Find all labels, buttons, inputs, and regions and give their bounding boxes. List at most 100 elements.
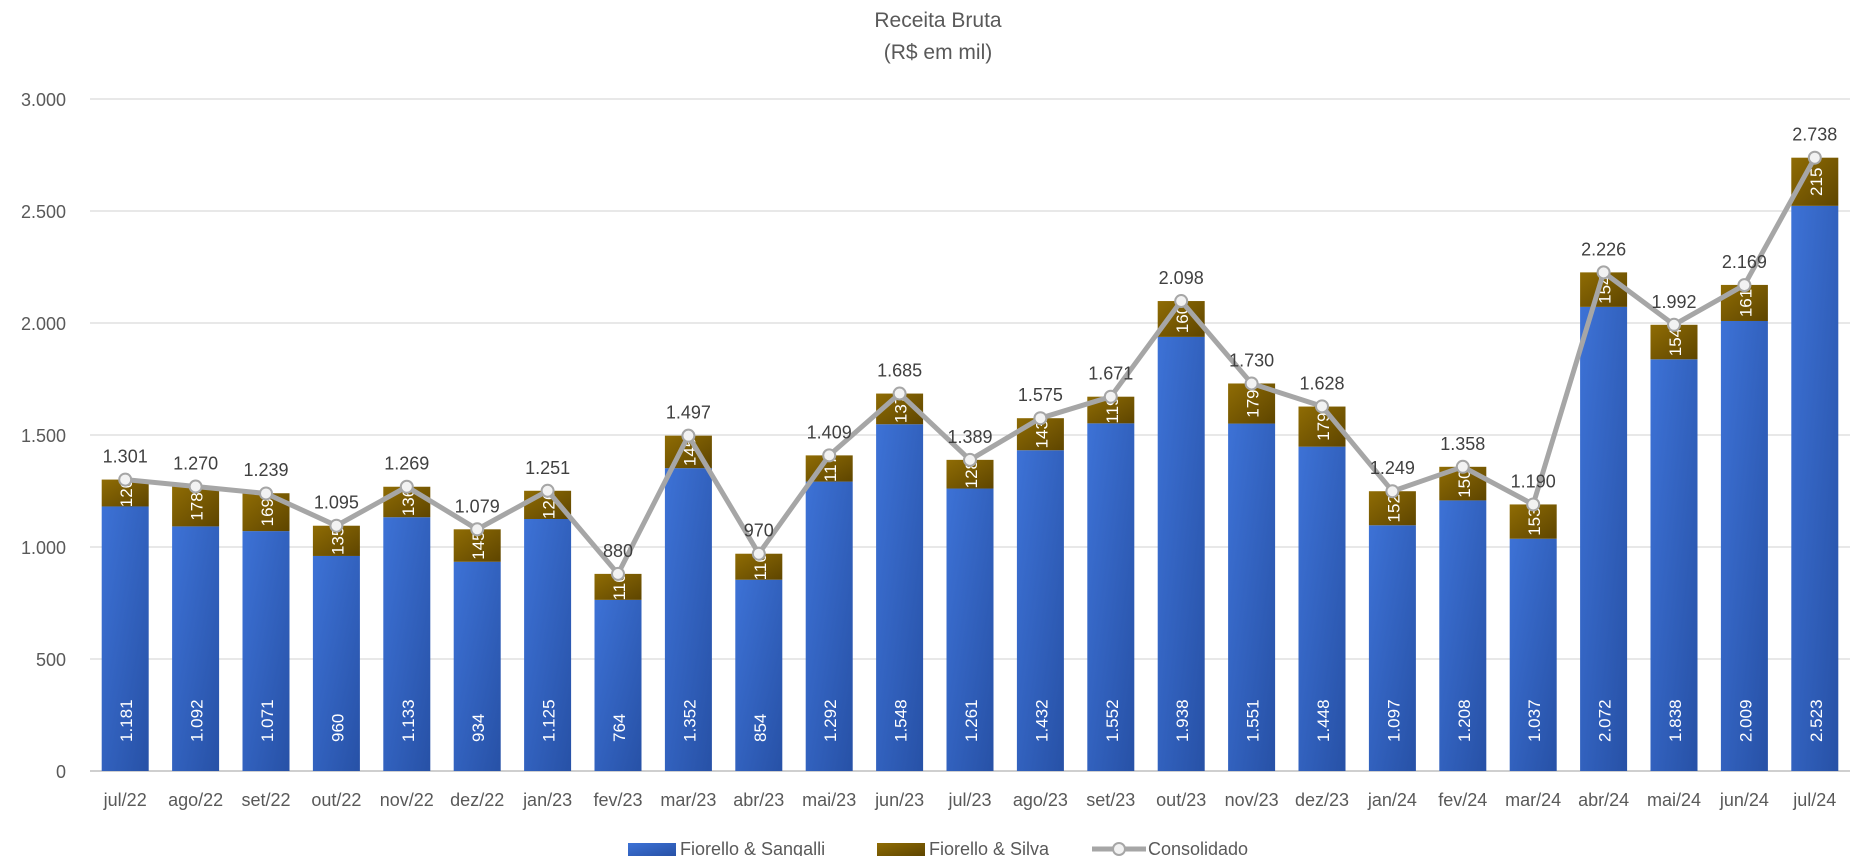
legend-marker-consolidado	[1112, 842, 1126, 856]
y-tick-label: 2.500	[21, 202, 66, 222]
consolidado-point	[188, 479, 203, 494]
y-tick-label: 500	[36, 650, 66, 670]
data-label-silva: 128	[962, 460, 981, 488]
consolidado-point	[329, 518, 344, 533]
legend-swatch-sangalli	[628, 843, 676, 856]
data-label-sangalli: 934	[469, 714, 488, 742]
data-label-consolidado: 1.079	[455, 496, 500, 516]
consolidado-point	[1737, 278, 1752, 293]
data-label-silva: 153	[1525, 507, 1544, 535]
data-label-silva: 179	[1314, 412, 1333, 440]
data-label-sangalli: 1.352	[680, 699, 699, 742]
bar-fiorello-sangalli	[1720, 320, 1768, 771]
consolidado-point	[540, 483, 555, 498]
data-label-silva: 116	[610, 573, 629, 600]
data-label-consolidado: 1.389	[947, 427, 992, 447]
x-tick-label: nov/23	[1225, 790, 1279, 810]
consolidado-point	[892, 386, 907, 401]
x-tick-label: set/22	[241, 790, 290, 810]
consolidado-point	[470, 522, 485, 537]
data-label-silva: 178	[188, 492, 207, 520]
data-label-silva: 136	[399, 488, 418, 516]
consolidado-point	[1526, 497, 1541, 512]
x-tick-label: mai/24	[1647, 790, 1701, 810]
data-label-consolidado: 1.270	[173, 454, 218, 474]
x-tick-label: jan/23	[522, 790, 572, 810]
consolidado-point	[118, 472, 133, 487]
legend-label-consolidado: Consolidado	[1148, 839, 1248, 856]
data-label-consolidado: 1.249	[1370, 458, 1415, 478]
y-tick-label: 2.000	[21, 314, 66, 334]
bar-fiorello-sangalli	[1439, 500, 1487, 771]
consolidado-point	[1455, 459, 1470, 474]
legend: Fiorello & Sangalli Fiorello & Silva Con…	[628, 839, 1248, 859]
consolidado-point	[1244, 376, 1259, 391]
bar-fiorello-sangalli	[1368, 525, 1416, 771]
bar-fiorello-sangalli	[242, 531, 290, 771]
x-tick-label: out/23	[1156, 790, 1206, 810]
data-label-silva: 120	[117, 479, 136, 507]
x-tick-label: ago/23	[1013, 790, 1068, 810]
data-label-sangalli: 764	[610, 714, 629, 742]
bar-fiorello-sangalli	[172, 526, 220, 771]
data-label-silva: 161	[1736, 289, 1755, 317]
legend-swatch-silva	[877, 843, 925, 856]
data-label-consolidado: 1.095	[314, 493, 359, 513]
x-tick-label: mai/23	[802, 790, 856, 810]
bar-fiorello-sangalli	[1298, 446, 1346, 771]
x-axis-ticks: jul/22 ago/22 set/22 out/22 nov/22 dez/22 jan/…	[103, 790, 1837, 810]
data-label-consolidado: 880	[603, 541, 633, 561]
x-tick-label: jun/23	[874, 790, 924, 810]
data-label-consolidado: 1.358	[1440, 434, 1485, 454]
data-label-sangalli: 1.448	[1314, 699, 1333, 742]
x-tick-label: abr/23	[733, 790, 784, 810]
bar-fiorello-sangalli	[312, 555, 360, 771]
x-tick-label: jun/24	[1719, 790, 1769, 810]
data-label-consolidado: 2.169	[1722, 252, 1767, 272]
data-label-consolidado: 2.738	[1792, 125, 1837, 145]
bar-fiorello-sangalli	[1791, 205, 1839, 771]
bar-fiorello-sangalli	[1509, 538, 1557, 771]
data-label-sangalli: 1.097	[1384, 699, 1403, 742]
data-label-sangalli: 1.548	[892, 699, 911, 742]
consolidated-line: 1.301 1.270 1.239 1.095 1.269 1.079 1.251 880 1.…	[103, 125, 1837, 581]
x-tick-label: jan/24	[1367, 790, 1417, 810]
data-label-sangalli: 1.432	[1032, 699, 1051, 742]
bar-fiorello-sangalli	[735, 579, 783, 771]
bars: 1.181 120 1.092 178 1.071 169 960 135 1.133 136 93…	[101, 157, 1839, 771]
data-label-consolidado: 1.730	[1229, 350, 1274, 370]
consolidado-point	[963, 452, 977, 467]
y-tick-label: 1.500	[21, 426, 66, 446]
x-tick-label: nov/22	[380, 790, 434, 810]
data-label-sangalli: 1.261	[962, 699, 981, 742]
consolidado-point	[399, 479, 414, 494]
x-tick-label: jul/24	[1792, 790, 1836, 810]
chart-subtitle: (R$ em mil)	[884, 41, 993, 64]
bar-fiorello-sangalli	[453, 561, 501, 771]
x-tick-label: dez/22	[450, 790, 504, 810]
data-label-silva: 150	[1455, 469, 1474, 497]
bar-fiorello-sangalli	[876, 424, 924, 771]
data-label-consolidado: 2.226	[1581, 239, 1626, 259]
consolidado-point	[1667, 317, 1681, 332]
bar-fiorello-sangalli	[1650, 359, 1698, 771]
bar-fiorello-sangalli	[1228, 423, 1276, 771]
y-axis-ticks: 0 500 1.000 1.500 2.000 2.500 3.000	[21, 90, 66, 782]
data-label-silva: 179	[1244, 389, 1263, 417]
bar-fiorello-sangalli	[1580, 306, 1628, 771]
bar-fiorello-sangalli	[594, 599, 642, 771]
consolidado-point	[1807, 150, 1822, 165]
data-label-consolidado: 1.671	[1088, 364, 1133, 384]
data-label-sangalli: 1.551	[1244, 699, 1263, 742]
consolidado-point	[1033, 411, 1048, 426]
consolidado-point	[259, 486, 273, 501]
data-label-silva: 215	[1807, 168, 1826, 196]
data-label-sangalli: 1.092	[188, 699, 207, 742]
data-label-sangalli: 1.133	[399, 699, 418, 742]
data-label-silva: 119	[1103, 396, 1122, 423]
data-label-sangalli: 854	[751, 714, 770, 742]
x-tick-label: fev/23	[593, 790, 642, 810]
data-label-consolidado: 1.685	[877, 361, 922, 381]
data-label-sangalli: 1.552	[1103, 699, 1122, 742]
